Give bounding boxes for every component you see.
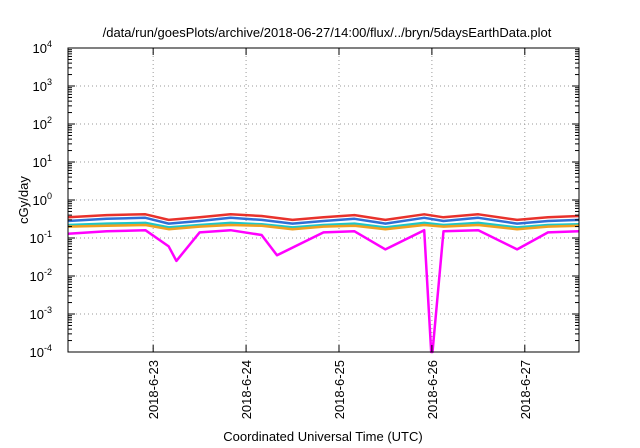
- x-tick-label: 2018-6-26: [425, 360, 440, 419]
- y-tick-exponent: -1: [44, 229, 52, 239]
- y-tick-exponent: 2: [47, 115, 52, 125]
- y-tick-exponent: -4: [44, 343, 52, 353]
- x-tick-label: 2018-6-24: [239, 360, 254, 419]
- y-tick-base: 10: [30, 307, 44, 322]
- y-tick-base: 10: [33, 117, 47, 132]
- y-tick-label: 10-3: [30, 305, 52, 322]
- x-tick-label: 2018-6-23: [146, 360, 161, 419]
- y-tick-base: 10: [33, 193, 47, 208]
- y-tick-base: 10: [30, 269, 44, 284]
- x-tick-label: 2018-6-27: [518, 360, 533, 419]
- x-axis: 2018-6-23 2018-6-24 2018-6-25 2018-6-26 2018…: [146, 48, 533, 419]
- series-line: [67, 223, 580, 231]
- chart-title: /data/run/goesPlots/archive/2018-06-27/1…: [103, 25, 552, 40]
- y-tick-label: 10-1: [30, 229, 52, 246]
- y-tick-base: 10: [33, 155, 47, 170]
- series-line: [67, 221, 580, 229]
- grid: [68, 48, 579, 352]
- y-tick-label: 10-4: [30, 343, 52, 360]
- y-tick-exponent: 4: [47, 39, 52, 49]
- series-group: [67, 213, 580, 354]
- y-tick-label: 103: [33, 77, 52, 94]
- x-tick-label: 2018-6-25: [332, 360, 347, 419]
- series-line: [67, 216, 580, 225]
- y-tick-exponent: -3: [44, 305, 52, 315]
- y-tick-base: 10: [33, 79, 47, 94]
- series-line: [67, 228, 580, 354]
- y-tick-base: 10: [33, 41, 47, 56]
- y-tick-label: 101: [33, 153, 52, 170]
- x-axis-label: Coordinated Universal Time (UTC): [223, 429, 422, 444]
- y-tick-exponent: 0: [47, 191, 52, 201]
- y-axis-label: cGy/day: [16, 176, 31, 224]
- y-tick-label: 10-2: [30, 267, 52, 284]
- y-tick-exponent: 3: [47, 77, 52, 87]
- y-tick-exponent: 1: [47, 153, 52, 163]
- y-tick-label: 100: [33, 191, 52, 208]
- y-tick-label: 102: [33, 115, 52, 132]
- y-tick-exponent: -2: [44, 267, 52, 277]
- series-line: [67, 213, 580, 222]
- y-tick-base: 10: [30, 345, 44, 360]
- y-tick-base: 10: [30, 231, 44, 246]
- y-tick-label: 104: [33, 39, 52, 56]
